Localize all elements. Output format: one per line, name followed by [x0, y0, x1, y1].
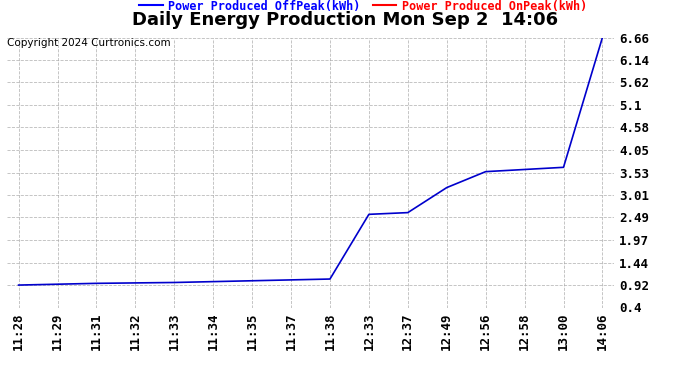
Text: Copyright 2024 Curtronics.com: Copyright 2024 Curtronics.com	[7, 38, 170, 48]
Legend: Power Produced OffPeak(kWh), Power Produced OnPeak(kWh): Power Produced OffPeak(kWh), Power Produ…	[135, 0, 592, 17]
Text: Daily Energy Production Mon Sep 2  14:06: Daily Energy Production Mon Sep 2 14:06	[132, 11, 558, 29]
